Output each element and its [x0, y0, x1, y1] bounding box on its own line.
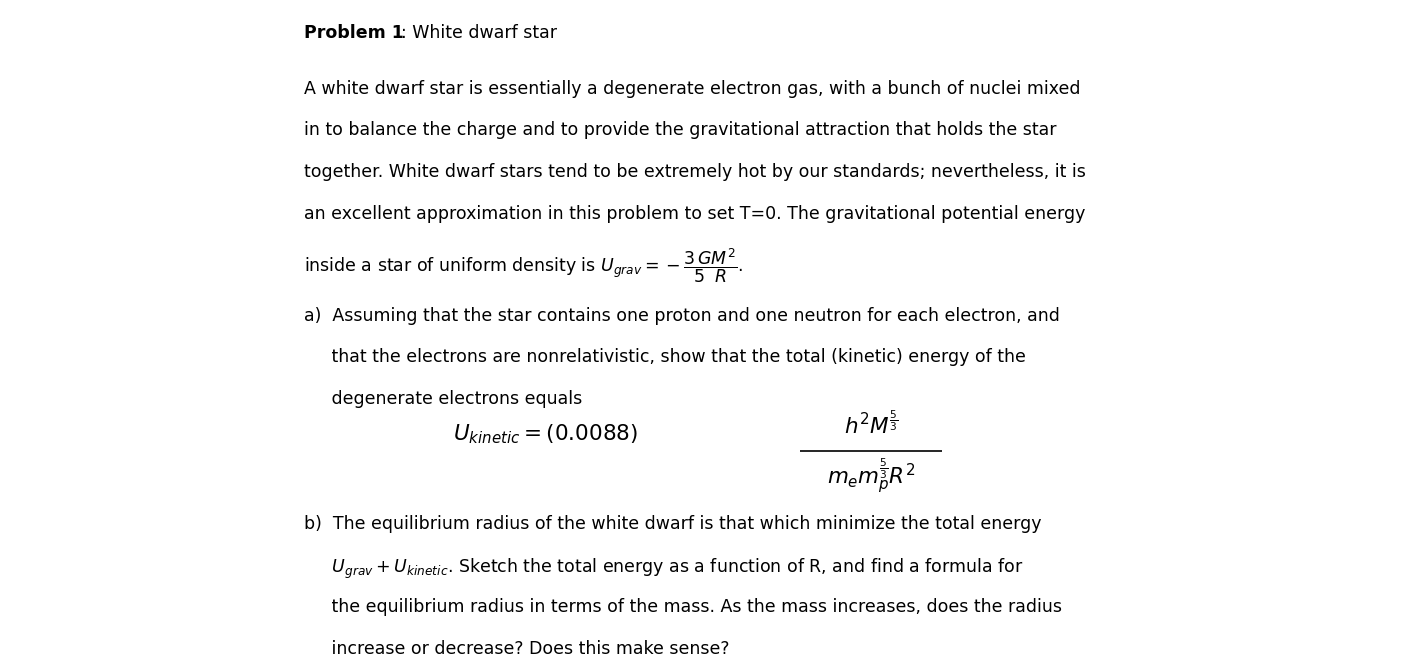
Text: in to balance the charge and to provide the gravitational attraction that holds : in to balance the charge and to provide … [304, 122, 1056, 139]
Text: the equilibrium radius in terms of the mass. As the mass increases, does the rad: the equilibrium radius in terms of the m… [304, 599, 1062, 616]
Text: : White dwarf star: : White dwarf star [401, 24, 556, 42]
Text: $h^2 M^{\frac{5}{3}}$: $h^2 M^{\frac{5}{3}}$ [844, 410, 898, 437]
Text: $U_{grav} + U_{kinetic}$. Sketch the total energy as a function of R, and find a: $U_{grav} + U_{kinetic}$. Sketch the tot… [304, 557, 1024, 581]
Text: inside a star of uniform density is $U_{grav} = -\dfrac{3\,GM^2}{5\;\;R}$.: inside a star of uniform density is $U_{… [304, 247, 743, 285]
Text: a)  Assuming that the star contains one proton and one neutron for each electron: a) Assuming that the star contains one p… [304, 307, 1061, 325]
Text: $m_e m_p^{\frac{5}{3}}R^2$: $m_e m_p^{\frac{5}{3}}R^2$ [827, 457, 915, 496]
Text: together. White dwarf stars tend to be extremely hot by our standards; neverthel: together. White dwarf stars tend to be e… [304, 163, 1086, 181]
Text: $U_{kinetic} = (0.0088)$: $U_{kinetic} = (0.0088)$ [453, 422, 639, 446]
Text: Problem 1: Problem 1 [304, 24, 405, 42]
Text: b)  The equilibrium radius of the white dwarf is that which minimize the total e: b) The equilibrium radius of the white d… [304, 515, 1042, 533]
Text: A white dwarf star is essentially a degenerate electron gas, with a bunch of nuc: A white dwarf star is essentially a dege… [304, 80, 1080, 97]
Text: that the electrons are nonrelativistic, show that the total (kinetic) energy of : that the electrons are nonrelativistic, … [304, 349, 1027, 366]
Text: an excellent approximation in this problem to set T=0. The gravitational potenti: an excellent approximation in this probl… [304, 205, 1086, 222]
Text: increase or decrease? Does this make sense?: increase or decrease? Does this make sen… [304, 640, 729, 658]
Text: degenerate electrons equals: degenerate electrons equals [304, 390, 583, 408]
